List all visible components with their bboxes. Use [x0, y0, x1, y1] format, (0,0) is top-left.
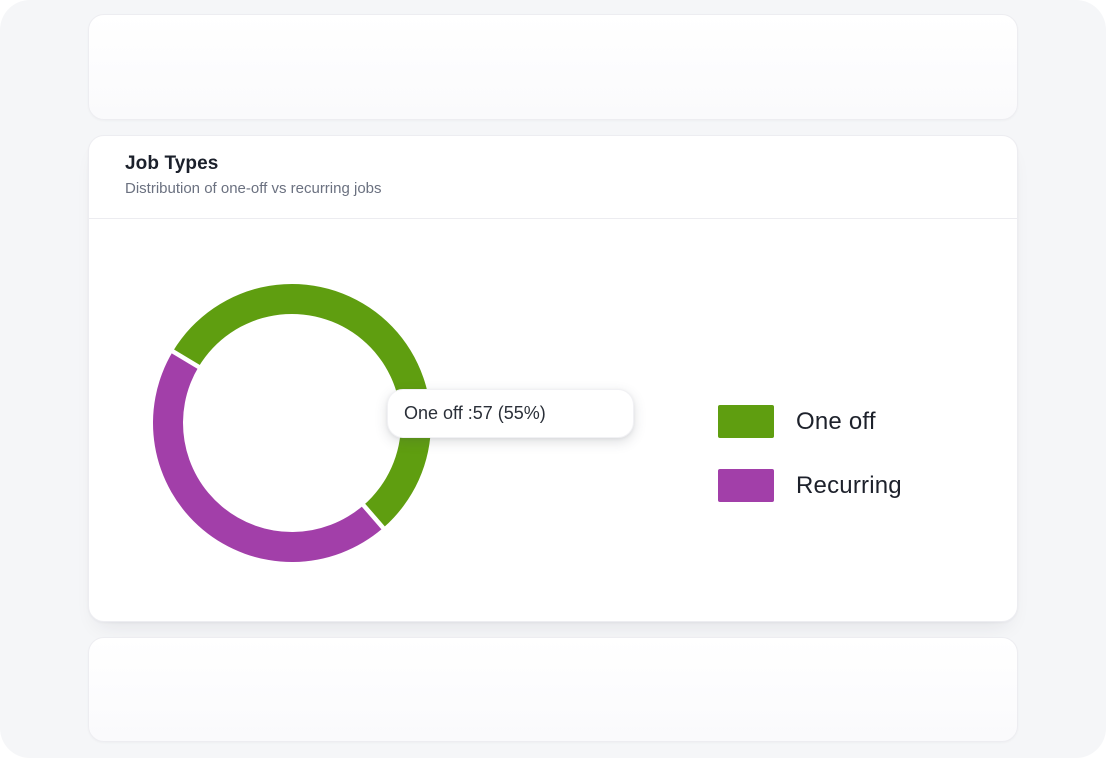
bottom-placeholder-card — [88, 637, 1018, 742]
legend-swatch-recurring — [718, 469, 774, 502]
legend-item-one-off[interactable]: One off — [718, 405, 902, 438]
card-header: Job Types Distribution of one-off vs rec… — [89, 136, 1017, 219]
job-types-card: Job Types Distribution of one-off vs rec… — [88, 135, 1018, 622]
chart-legend: One off Recurring — [718, 405, 902, 502]
legend-label-recurring: Recurring — [796, 471, 902, 499]
tooltip-text: One off :57 (55%) — [404, 403, 546, 423]
top-placeholder-card — [88, 14, 1018, 120]
donut-svg[interactable] — [142, 273, 442, 573]
legend-swatch-one-off — [718, 405, 774, 438]
legend-item-recurring[interactable]: Recurring — [718, 469, 902, 502]
donut-segment-one-off[interactable] — [172, 283, 432, 528]
chart-tooltip: One off :57 (55%) — [387, 389, 634, 438]
segment-gap — [357, 499, 389, 534]
chart-area: One off :57 (55%) One off Recurring — [89, 219, 1017, 622]
donut-chart[interactable] — [142, 273, 442, 573]
legend-label-one-off: One off — [796, 407, 876, 435]
card-subtitle: Distribution of one-off vs recurring job… — [125, 180, 382, 197]
page-title: Job Types — [125, 153, 219, 174]
segment-gap — [166, 346, 205, 372]
donut-segment-recurring[interactable] — [153, 351, 384, 562]
